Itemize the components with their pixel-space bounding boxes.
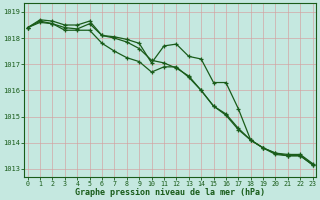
X-axis label: Graphe pression niveau de la mer (hPa): Graphe pression niveau de la mer (hPa) [75, 188, 265, 197]
